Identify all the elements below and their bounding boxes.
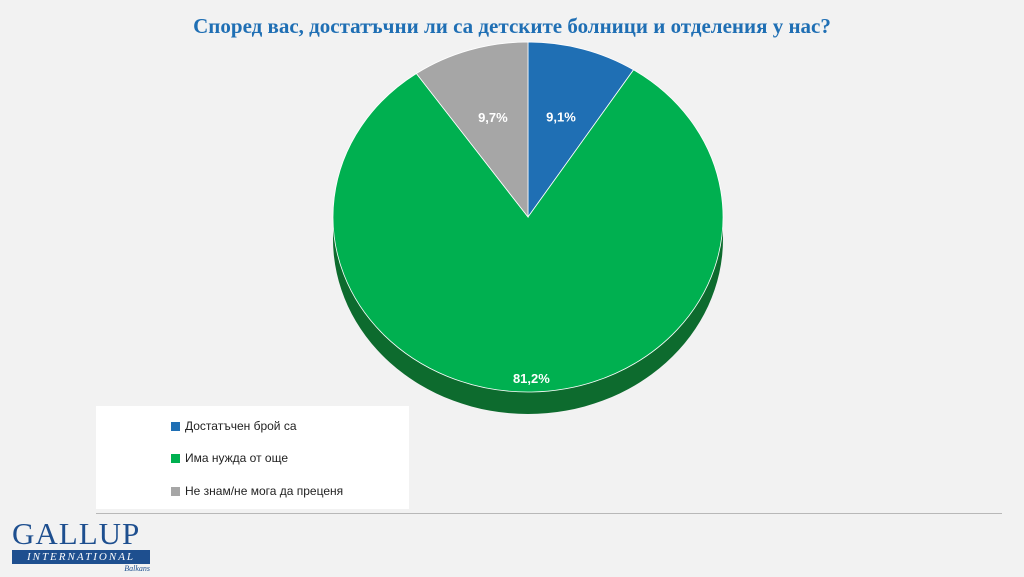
logo-bar-text: INTERNATIONAL (12, 550, 150, 564)
footer-divider (96, 513, 1002, 514)
legend-swatch-gray (171, 486, 180, 496)
pie-slice-label: 9,1% (546, 109, 576, 124)
pie-slice-label: 9,7% (478, 110, 508, 125)
pie-slice (415, 41, 529, 219)
pie-slice (527, 41, 635, 219)
legend-swatch-blue (171, 421, 180, 431)
logo-sub-text: Balkans (124, 564, 150, 573)
legend-label: Има нужда от още (185, 451, 289, 465)
legend-label: Достатъчен брой са (185, 419, 297, 433)
legend-label: Не знам/не мога да преценя (185, 484, 344, 498)
pie-slice (332, 69, 724, 393)
pie-slice-label: 81,2% (513, 371, 550, 386)
logo-main-text: GALLUP (12, 516, 141, 551)
legend-swatch-green (171, 453, 180, 463)
chart-legend: Достатъчен брой са Има нужда от още Не з… (96, 406, 409, 509)
legend-item-need-more: Има нужда от още (171, 451, 288, 465)
chart-title: Според вас, достатъчни ли са детските бо… (193, 14, 831, 38)
legend-item-sufficient: Достатъчен брой са (171, 419, 297, 433)
legend-item-dont-know: Не знам/не мога да преценя (171, 484, 343, 498)
gallup-logo: GALLUP INTERNATIONAL Balkans (12, 516, 154, 575)
